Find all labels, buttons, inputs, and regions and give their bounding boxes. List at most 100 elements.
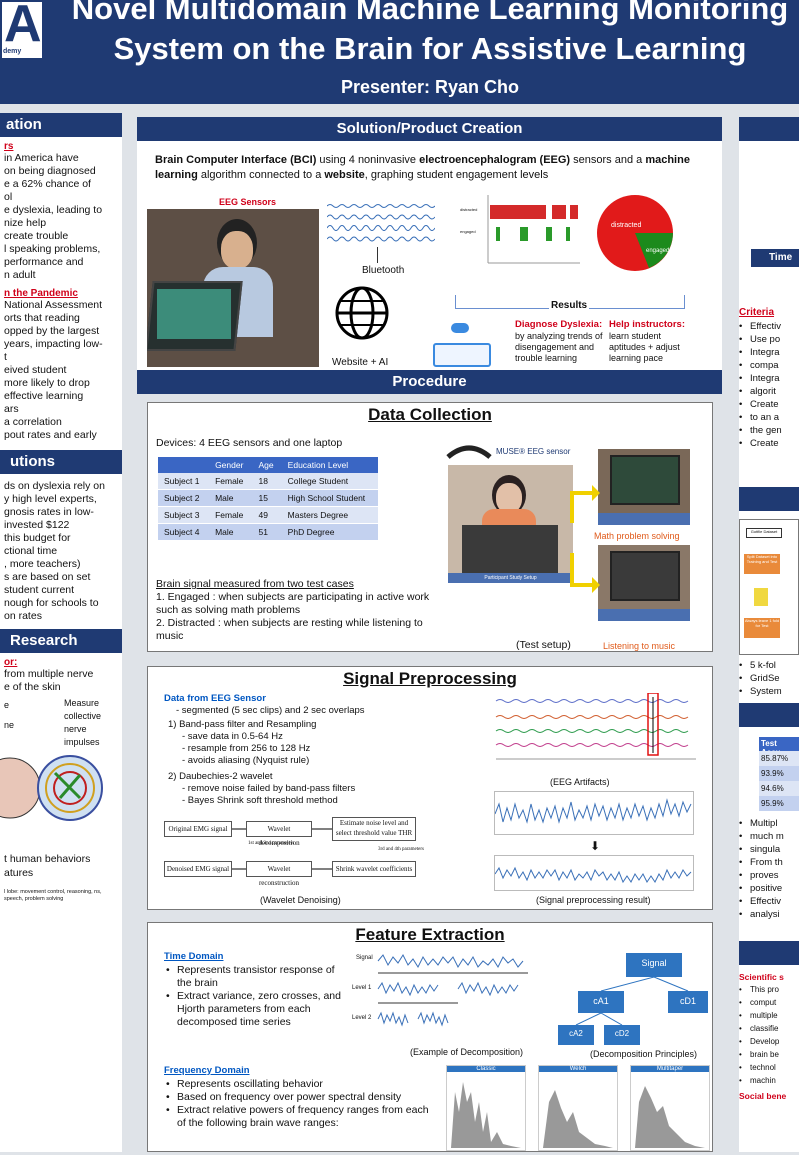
flow-folds (754, 588, 768, 606)
procedure-header: Procedure (137, 370, 722, 394)
devices-text: Devices: 4 EEG sensors and one laptop (156, 437, 343, 449)
eeg-artifacts-plot (495, 693, 696, 760)
frequency-domain-heading: Frequency Domain (164, 1065, 250, 1076)
poster-title: Novel Multidomain Machine Learning Monit… (60, 0, 799, 67)
bullet-item: System (739, 685, 799, 698)
accuracy-cell: 95.9% (759, 796, 799, 811)
accuracy-values: 85.87% 93.9% 94.6% 95.9% (759, 751, 799, 811)
results-bullets: Multiplmuch msingulaFrom thprovespositiv… (739, 817, 799, 921)
flow-split: Split Dataset into Training and Test (744, 554, 780, 574)
eeg-data-heading: Data from EEG Sensor (164, 693, 266, 704)
table-cell: Male (209, 489, 253, 507)
psd-plots: Classic Welch Multitaper (446, 1065, 712, 1153)
text-line: gnosis rates in low- (4, 506, 94, 518)
subjects-table: Gender Age Education Level Subject 1 Female… (158, 457, 378, 541)
bullet-item: machin (739, 1074, 799, 1087)
step2a-text: - remove noise failed by band-pass filte… (182, 783, 356, 794)
bullet-item: much m (739, 830, 799, 843)
table-cell: Female (209, 506, 253, 524)
decomposition-caption: (Example of Decomposition) (410, 1047, 524, 1057)
text-line: invested $122 (4, 519, 70, 531)
left-column: ation rs in America have on being diagnos… (0, 113, 122, 1152)
text-line: more likely to drop (4, 377, 90, 389)
text-line: ds on dyslexia rely on (4, 480, 105, 492)
decomposition-example (377, 953, 528, 1027)
bullet-item: Represents oscillating behavior (166, 1078, 436, 1091)
table-cell: 15 (252, 489, 282, 507)
bullet-item: Use po (739, 333, 799, 346)
tree-ca2: cA2 (558, 1025, 594, 1045)
text-line: on rates (4, 610, 42, 622)
bullet-item: 5 k-fol (739, 659, 799, 672)
bullet-item: proves (739, 869, 799, 882)
text-line: National Assessment (4, 299, 103, 311)
text-line: this budget for (4, 532, 71, 544)
text-line: nize help (4, 217, 47, 229)
social-heading: Social bene (739, 1091, 787, 1101)
math-label: Math problem solving (594, 531, 680, 541)
pandemic-heading: n the Pandemic (4, 288, 78, 299)
solutions-text: ds on dyslexia rely on y high level exper… (0, 474, 122, 623)
bullet-item: Based on frequency over power spectral d… (166, 1091, 436, 1104)
title-line-1: Novel Multidomain Machine Learning Monit… (71, 0, 789, 26)
solution-header: Solution/Product Creation (137, 117, 722, 141)
bullet-item: multiple (739, 1009, 799, 1022)
step1c-text: - avoids aliasing (Nyquist rule) (182, 755, 310, 766)
text-line: on being diagnosed (4, 165, 96, 177)
table-header-cell: Education Level (281, 457, 378, 473)
signal-title: Signal Preprocessing (343, 669, 517, 688)
student-photo (147, 209, 319, 367)
bullet-item: to an a (739, 411, 799, 424)
table-cell: Masters Degree (281, 506, 378, 524)
table-row: Subject 1 Female 18 College Student (158, 473, 378, 490)
chart-row-distracted: distracted (460, 207, 478, 212)
right-header-4 (739, 941, 799, 965)
diagnose-title: Diagnose Dyslexia: (515, 319, 603, 330)
right-column: Time Criteria EffectivUse poIntegracompa… (739, 117, 799, 1152)
solution-panel: Solution/Product Creation Brain Computer… (137, 117, 722, 370)
flow-decomposition: Wavelet decomposition (246, 821, 312, 847)
flow-params-2: 3rd and 4th parameters (378, 847, 424, 852)
text-line: a correlation (4, 416, 62, 428)
text-line: performance and (4, 256, 84, 268)
tiny-note: l lobe: movement control, reasoning, ns,… (4, 889, 102, 902)
psd-multitaper-title: Multitaper (631, 1066, 709, 1072)
right-header-2 (739, 487, 799, 511)
table-header-cell (158, 457, 210, 473)
psd-classic: Classic (446, 1065, 526, 1151)
globe-icon (335, 286, 389, 340)
participant-photo (448, 465, 573, 583)
text-line: years, impacting low- (4, 338, 103, 350)
measure-label: Measure collective nerve impulses (64, 698, 102, 747)
diagnose-text: by analyzing trends of disengagement and… (515, 331, 603, 363)
level-label-1: Level 1 (352, 985, 372, 991)
website-label: Website + AI (332, 357, 389, 368)
bullet-item: Create (739, 437, 799, 450)
timeline-label: Time (769, 252, 793, 263)
table-cell: 51 (252, 523, 282, 541)
kfold-list: 5 k-folGridSeSystem (739, 659, 799, 698)
text-line: pout rates and early (4, 429, 97, 441)
cloud-icon (451, 323, 469, 333)
step1-text: 1) Band-pass filter and Resampling (168, 719, 317, 730)
table-row: Subject 3 Female 49 Masters Degree (158, 506, 378, 524)
artifacts-caption: (EEG Artifacts) (550, 777, 610, 787)
tree-ca1: cA1 (578, 991, 624, 1013)
bullet-item: From th (739, 856, 799, 869)
step2-text: 2) Daubechies-2 wavelet (168, 771, 273, 782)
bullet-item: Develop (739, 1035, 799, 1048)
text-line: in America have (4, 152, 79, 164)
label-ne: ne (4, 720, 15, 730)
text-line: s are based on set (4, 571, 91, 583)
step1b-text: - resample from 256 to 128 Hz (182, 743, 311, 754)
text-line: opped by the largest (4, 325, 100, 337)
devices-icon (433, 343, 491, 367)
bullet-item: Represents transistor response of the br… (166, 964, 344, 990)
accuracy-cell: 85.87% (759, 751, 799, 766)
research-header: Research (0, 629, 122, 653)
wavelet-caption: (Wavelet Denoising) (260, 895, 341, 905)
arrow-down (377, 247, 378, 263)
music-label: Listening to music (603, 641, 676, 651)
introduction-header: ation (0, 113, 122, 137)
table-cell: Male (209, 523, 253, 541)
